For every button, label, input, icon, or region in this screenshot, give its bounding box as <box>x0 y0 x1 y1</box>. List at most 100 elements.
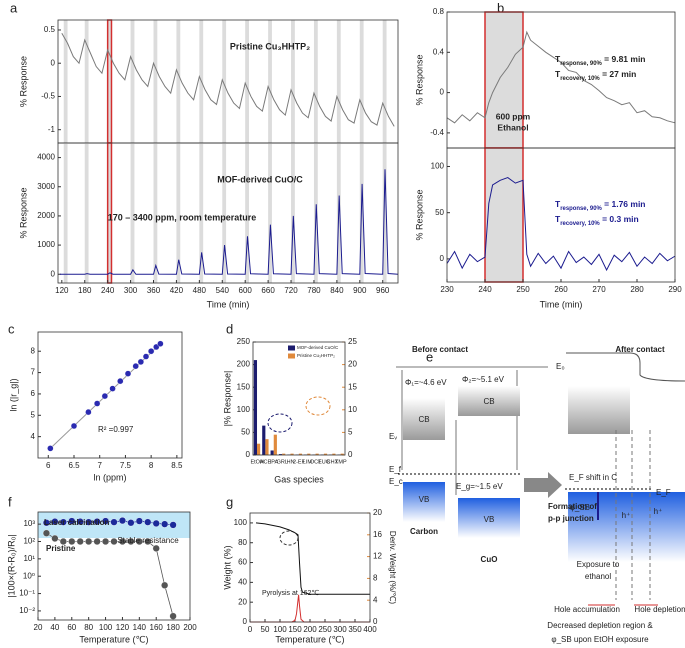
y-tick-label: 5 <box>31 410 36 419</box>
y-tick-label: 0 <box>440 88 445 97</box>
x-tick-label: 420 <box>170 286 184 295</box>
series-line <box>250 594 370 623</box>
x-tick-label: 660 <box>261 286 275 295</box>
bar <box>290 453 294 455</box>
exposure-band <box>84 143 89 283</box>
panel-label: f <box>8 494 12 509</box>
x-tick-label: 6.5 <box>68 461 80 470</box>
bar <box>332 453 336 455</box>
y-tick-label: 7 <box>31 368 36 377</box>
series-line <box>61 33 395 127</box>
diagram-label: h⁺ <box>622 511 631 520</box>
y-tick-label: 40 <box>238 577 247 586</box>
annotation-part: response, 90% <box>560 206 602 212</box>
data-point <box>59 537 67 546</box>
x-tick-label: 280 <box>630 285 644 294</box>
data-point <box>124 370 132 377</box>
legend-swatch <box>288 353 295 359</box>
data-point <box>47 445 54 452</box>
x-tick-label: 300 <box>124 286 138 295</box>
annotation-part: = 0.3 min <box>600 214 639 224</box>
data-point <box>135 537 143 546</box>
data-point <box>161 581 169 589</box>
y-axis-label: % Response <box>414 189 424 240</box>
data-point <box>93 537 101 546</box>
y-tick-label: 10¹ <box>23 554 35 563</box>
exposure-band <box>222 143 227 283</box>
y2-tick-label: 4 <box>373 595 378 604</box>
plot-frame <box>37 331 183 459</box>
diagram-label: CuO <box>481 555 498 564</box>
annotation: Ethanol <box>497 122 528 132</box>
data-point <box>68 537 76 546</box>
x-tick-label: 100 <box>99 623 113 632</box>
y-tick-label: 80 <box>238 538 247 547</box>
x-tick-label: 400 <box>363 625 377 634</box>
x-tick-label: 840 <box>330 286 344 295</box>
y-tick-label: 10⁻² <box>19 606 35 615</box>
diagram-label: Hole accumulation <box>554 605 620 614</box>
y-tick-label: 100 <box>237 405 251 414</box>
diagram-label: E₀ <box>556 362 565 371</box>
y-axis-label: % Response <box>414 54 424 105</box>
diagram-label: ethanol <box>585 572 611 581</box>
data-point <box>157 340 164 347</box>
y2-tick-label: 16 <box>373 530 382 539</box>
exposure-band <box>268 20 272 143</box>
x-tick-label: 60 <box>67 623 76 632</box>
y-tick-label: -0.4 <box>430 128 444 137</box>
data-point <box>51 517 59 526</box>
annotation: Pristine Cu₃HHTP₂ <box>230 41 310 51</box>
data-point <box>59 518 67 526</box>
y2-tick-label: 25 <box>348 337 357 346</box>
y-tick-label: 0.4 <box>433 47 445 56</box>
data-point <box>70 422 78 430</box>
annotation-part: recovery, 10% <box>560 76 600 82</box>
y-tick-label: 2000 <box>37 211 55 220</box>
x-tick-label: 230 <box>440 285 454 294</box>
x-tick-label: 720 <box>284 286 298 295</box>
annotation: Stable resistance <box>117 536 179 545</box>
plot-frame <box>57 142 399 284</box>
data-point <box>137 358 145 366</box>
x-tick-label: 7 <box>97 461 102 470</box>
y-axis-label: |100×(R-R₀)/R₀| <box>6 534 16 597</box>
bar <box>278 454 283 455</box>
x-tick-label: 80 <box>84 623 93 632</box>
exposure-band <box>84 20 89 143</box>
y2-tick-label: 10 <box>348 405 357 414</box>
y-tick-label: 1000 <box>37 240 55 249</box>
data-point <box>93 517 101 526</box>
y-tick-label: 0 <box>246 450 251 459</box>
y-tick-label: 8 <box>31 346 36 355</box>
x-tick-label: 240 <box>101 286 115 295</box>
exposure-band <box>153 143 158 283</box>
x-tick-label: 350 <box>348 625 362 634</box>
x-tick-label: 540 <box>216 286 230 295</box>
diagram-label: φ_SB upon EtOH exposure <box>551 635 649 644</box>
diagram-label: h⁺ <box>654 507 663 516</box>
bar <box>307 453 311 455</box>
x-tick-label: 6 <box>46 461 51 470</box>
plot-frame <box>252 341 346 456</box>
y-tick-label: 0 <box>51 58 56 67</box>
x-tick-label: ACE <box>260 459 272 465</box>
exposure-band <box>268 143 272 283</box>
x-tick-label: 180 <box>166 623 180 632</box>
x-tick-label: OCT <box>310 459 322 465</box>
x-tick-label: 260 <box>554 285 568 294</box>
y-tick-label: 4000 <box>37 153 55 162</box>
annotation-part: response, 90% <box>560 61 602 67</box>
annotation: 170 – 3400 ppm, room temperature <box>108 212 257 222</box>
x-tick-label: 20 <box>34 623 43 632</box>
data-point <box>169 612 177 620</box>
x-tick-label: 360 <box>147 286 161 295</box>
x-tick-label: 200 <box>183 623 197 632</box>
exposure-band <box>199 143 204 283</box>
x-tick-label: 150 <box>288 625 302 634</box>
data-point <box>152 544 160 552</box>
x-tick-label: 120 <box>116 623 130 632</box>
y-tick-label: 10⁻¹ <box>19 589 35 598</box>
y-tick-label: 150 <box>237 382 251 391</box>
